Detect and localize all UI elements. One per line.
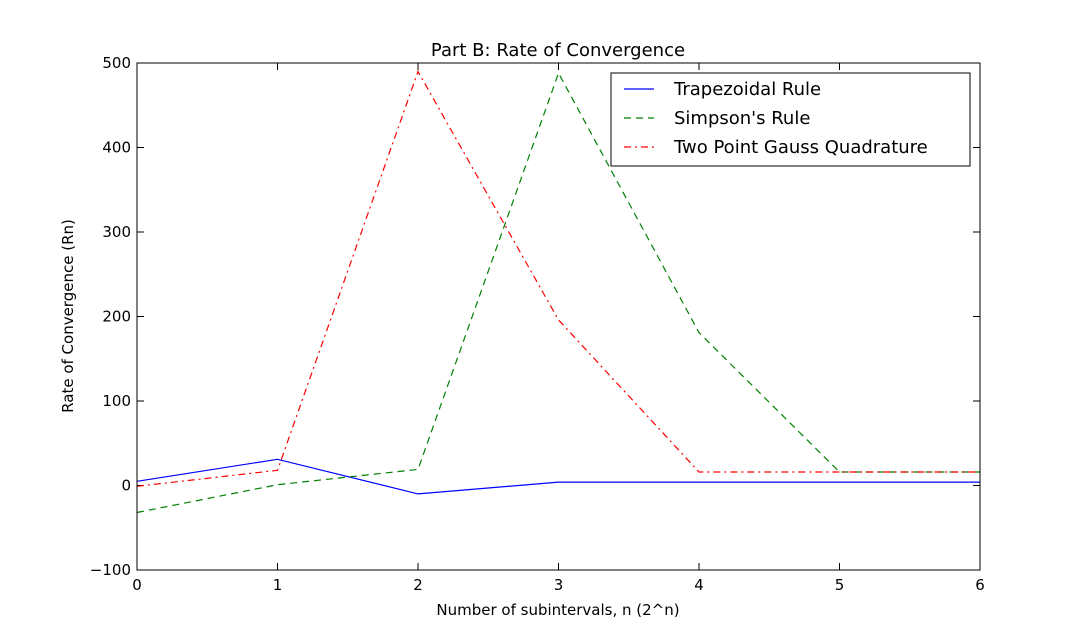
x-tick-label: 4: [694, 576, 704, 594]
y-axis-title: Rate of Convergence (Rn): [59, 219, 77, 413]
y-tick-label: 500: [102, 54, 131, 72]
series-line-2: [136, 70, 980, 487]
plot-frame: [136, 62, 981, 571]
x-tick-label: 1: [273, 576, 283, 594]
y-axis-ticks: −100 0 100 200 300 400 500: [90, 54, 980, 579]
x-tick-label: 2: [413, 576, 423, 594]
legend-label-0: Trapezoidal Rule: [673, 79, 821, 100]
legend-label-2: Two Point Gauss Quadrature: [673, 137, 928, 158]
legend-frame: [610, 72, 971, 167]
chart-title: Part B: Rate of Convergence: [431, 40, 685, 61]
x-axis-title: Number of subintervals, n (2^n): [436, 601, 679, 619]
y-tick-label: 300: [102, 223, 131, 241]
series-line-0: [136, 458, 980, 495]
x-tick-label: 0: [132, 576, 142, 594]
y-tick-label: 400: [102, 139, 131, 157]
y-tick-label: 200: [102, 308, 131, 326]
x-tick-label: 6: [975, 576, 985, 594]
y-tick-label: −100: [90, 561, 131, 579]
legend: Trapezoidal Rule Simpson's Rule Two Point …: [610, 72, 971, 167]
y-tick-label: 0: [121, 477, 131, 495]
series-layer: [136, 70, 980, 514]
y-tick-label: 100: [102, 392, 131, 410]
legend-label-1: Simpson's Rule: [674, 108, 810, 129]
x-tick-label: 3: [554, 576, 564, 594]
x-tick-label: 5: [835, 576, 845, 594]
